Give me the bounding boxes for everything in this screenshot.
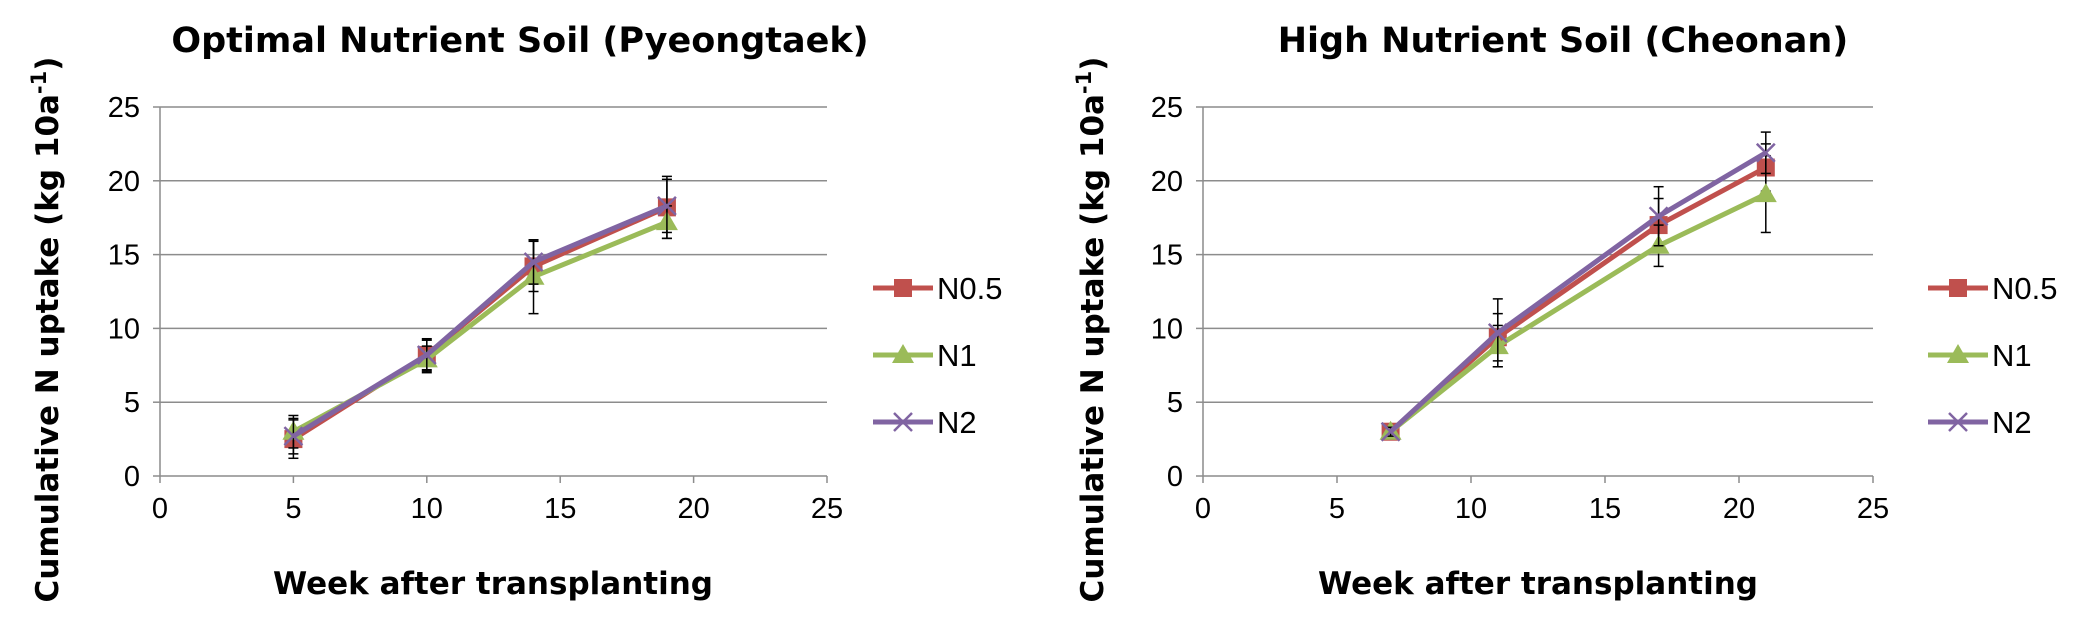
y-tick-label: 25: [108, 92, 140, 124]
marker-x: [523, 252, 544, 272]
y-axis-title-superscript: -1: [27, 71, 51, 94]
series-line: [292, 203, 668, 439]
x-tick-label: 5: [285, 493, 301, 525]
y-axis-title: Cumulative N uptake (kg 10a-1): [1072, 57, 1111, 603]
chart-pyeongtaek: Optimal Nutrient Soil (Pyeongtaek) 0 5 10 15…: [27, 21, 1002, 602]
y-tick-label: 20: [108, 166, 140, 198]
series-N2: [283, 178, 677, 455]
x-axis-title: Week after transplanting: [1318, 566, 1758, 602]
y-tick-label: 0: [124, 461, 140, 493]
x-axis-title: Week after transplanting: [273, 566, 713, 602]
y-tick-label: 25: [1151, 92, 1183, 124]
series-N2: [1380, 131, 1776, 442]
legend-marker-N1: [892, 344, 914, 363]
x-tick-label: 25: [811, 493, 843, 525]
marker-x: [283, 426, 304, 447]
marker-x: [1648, 206, 1669, 227]
marker-x: [657, 196, 677, 216]
marker-x-stroke: [1648, 206, 1669, 227]
legend-marker-N1: [1947, 344, 1969, 363]
y-axis-title-main: Cumulative N uptake (kg 10a: [1075, 94, 1111, 602]
series-N0.5: [1381, 143, 1775, 441]
series-line: [1388, 150, 1768, 434]
marker-x-stroke: [523, 252, 544, 272]
marker-x: [1755, 142, 1776, 163]
marker-x: [1487, 322, 1508, 343]
series-line: [1388, 165, 1767, 434]
chart-title: High Nutrient Soil (Cheonan): [1278, 21, 1848, 61]
y-axis-title-close: ): [30, 57, 66, 71]
marker-x: [416, 345, 437, 365]
x-tick-label: 5: [1329, 493, 1345, 525]
x-tick-label: 15: [1589, 493, 1621, 525]
x-tick-label: 15: [544, 493, 576, 525]
marker-triangle: [1754, 183, 1777, 203]
y-tick-label: 5: [124, 387, 140, 419]
y-tick-label: 20: [1151, 166, 1183, 198]
y-axis-title-main: Cumulative N uptake (kg 10a: [30, 94, 66, 602]
series-N1: [282, 205, 678, 449]
x-tick-label: 25: [1857, 493, 1889, 525]
x-tick-label: 10: [411, 493, 443, 525]
legend-label: N2: [937, 405, 977, 440]
x-tick-label: 0: [152, 493, 168, 525]
marker-x-stroke: [657, 196, 677, 216]
marker-x-stroke: [283, 426, 304, 447]
marker-x-stroke: [1755, 142, 1776, 163]
y-tick-label: 10: [108, 313, 140, 345]
chart-title: Optimal Nutrient Soil (Pyeongtaek): [171, 21, 868, 61]
series-N1: [1379, 154, 1777, 440]
marker-x-stroke: [416, 345, 437, 365]
series-line: [1389, 191, 1767, 434]
legend-marker-N2: [1948, 412, 1968, 432]
marker-x-stroke: [893, 412, 913, 432]
x-tick-label: 20: [1723, 493, 1755, 525]
legend-label: N1: [1992, 338, 2032, 373]
marker-x: [1380, 421, 1401, 442]
marker-x-stroke: [1380, 421, 1401, 442]
legend-marker-N0.5: [1949, 279, 1967, 297]
legend-label: N2: [1992, 405, 2032, 440]
marker-x-stroke: [1948, 412, 1968, 432]
x-tick-label: 10: [1455, 493, 1487, 525]
legend-label: N1: [937, 338, 977, 373]
y-axis-title: Cumulative N uptake (kg 10a-1): [27, 57, 66, 603]
y-tick-label: 15: [1151, 240, 1183, 272]
y-tick-label: 15: [108, 240, 140, 272]
y-tick-label: 0: [1167, 461, 1183, 493]
y-tick-label: 10: [1151, 313, 1183, 345]
x-tick-label: 0: [1195, 493, 1211, 525]
legend-marker-N2: [893, 412, 913, 432]
x-tick-label: 20: [677, 493, 709, 525]
y-axis-title-superscript: -1: [1072, 71, 1096, 94]
y-axis-title-close: ): [1075, 57, 1111, 71]
legend-label: N0.5: [1992, 271, 2057, 306]
chart-cheonan: High Nutrient Soil (Cheonan) 0 5 10 15 20 25 0 5…: [1072, 21, 2057, 602]
marker-x-stroke: [1487, 322, 1508, 343]
legend-label: N0.5: [937, 271, 1002, 306]
y-tick-label: 5: [1167, 387, 1183, 419]
legend-marker-N0.5: [894, 279, 912, 297]
